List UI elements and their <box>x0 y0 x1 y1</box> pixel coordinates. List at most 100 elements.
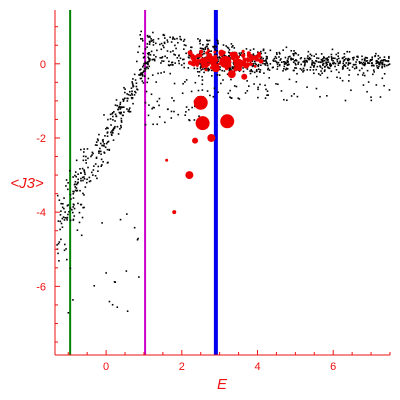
scatter-point <box>63 249 66 252</box>
highlight-point <box>232 59 237 63</box>
scatter-point <box>155 81 158 83</box>
scatter-point <box>293 93 295 95</box>
scatter-point <box>257 65 260 68</box>
scatter-point <box>264 84 266 87</box>
scatter-point <box>115 99 118 101</box>
scatter-point <box>387 60 390 62</box>
scatter-point <box>269 63 272 65</box>
scatter-point <box>124 88 126 90</box>
scatter-point <box>146 43 149 45</box>
scatter-point <box>252 62 255 65</box>
scatter-point <box>142 64 145 67</box>
scatter-point <box>329 65 332 67</box>
scatter-point <box>213 45 216 47</box>
scatter-point <box>144 70 146 72</box>
scatter-point <box>96 177 98 180</box>
scatter-point <box>199 67 202 69</box>
scatter-point <box>242 70 245 73</box>
scatter-point <box>83 177 86 180</box>
scatter-point <box>82 179 84 182</box>
scatter-point <box>352 58 355 61</box>
scatter-point <box>255 63 257 66</box>
scatter-point <box>211 75 213 77</box>
scatter-point <box>303 64 306 67</box>
scatter-point <box>326 66 329 68</box>
scatter-point <box>297 63 299 65</box>
scatter-point <box>286 61 289 63</box>
scatter-point <box>228 52 231 54</box>
scatter-point <box>166 50 169 52</box>
scatter-point <box>370 99 373 102</box>
scatter-point <box>308 56 311 59</box>
scatter-point <box>344 65 347 68</box>
scatter-point <box>317 73 320 75</box>
highlight-point <box>240 60 246 66</box>
scatter-point <box>257 63 260 66</box>
scatter-point <box>63 219 66 221</box>
scatter-point <box>239 54 242 56</box>
scatter-point <box>124 97 126 100</box>
scatter-point <box>333 61 335 64</box>
highlight-point <box>242 57 247 62</box>
scatter-point <box>383 56 386 58</box>
scatter-point <box>322 60 325 62</box>
scatter-point <box>215 46 218 48</box>
scatter-point <box>178 62 180 65</box>
scatter-point <box>73 207 76 210</box>
scatter-point <box>226 73 229 76</box>
scatter-point <box>72 206 74 208</box>
scatter-point <box>376 62 379 64</box>
scatter-point <box>157 72 159 75</box>
highlight-point <box>229 52 234 57</box>
highlight-point-1 <box>193 95 208 110</box>
scatter-point <box>69 193 72 196</box>
scatter-point <box>84 173 86 176</box>
scatter-point <box>147 56 149 59</box>
highlight-point <box>199 53 203 58</box>
scatter-point <box>134 91 137 94</box>
scatter-point <box>139 73 142 75</box>
highlight-point <box>241 49 245 53</box>
scatter-point <box>216 56 219 59</box>
scatter-point <box>250 69 253 71</box>
scatter-point <box>301 69 303 71</box>
scatter-point <box>130 87 133 90</box>
scatter-point <box>305 59 308 62</box>
scatter-point <box>149 54 152 56</box>
scatter-point <box>296 72 298 75</box>
scatter-point <box>197 57 200 59</box>
scatter-point <box>123 111 125 113</box>
scatter-point <box>267 94 270 96</box>
scatter-point <box>384 60 387 62</box>
scatter-point <box>323 57 326 59</box>
highlight-point <box>246 53 251 58</box>
scatter-point <box>344 99 347 102</box>
scatter-point <box>151 107 153 110</box>
scatter-point <box>66 258 68 261</box>
scatter-point <box>57 252 59 255</box>
scatter-point <box>204 46 207 49</box>
scatter-point <box>252 48 255 50</box>
scatter-point <box>183 62 185 65</box>
scatter-point <box>143 75 146 78</box>
scatter-point <box>95 157 98 160</box>
scatter-point <box>73 191 75 193</box>
scatter-point <box>93 165 95 167</box>
scatter-point <box>59 228 61 231</box>
scatter-point <box>368 62 371 65</box>
scatter-point <box>80 177 82 180</box>
scatter-point <box>153 59 156 62</box>
scatter-point <box>317 61 320 63</box>
scatter-point <box>131 97 134 99</box>
scatter-point <box>147 63 149 66</box>
scatter-point <box>277 83 279 86</box>
scatter-point <box>120 112 122 115</box>
scatter-point <box>80 172 82 174</box>
scatter-point <box>199 39 201 41</box>
scatter-point <box>169 51 172 53</box>
scatter-point <box>201 79 204 81</box>
scatter-point <box>275 61 278 64</box>
scatter-point <box>312 61 315 64</box>
scatter-point <box>198 75 200 77</box>
scatter-point <box>373 64 375 67</box>
